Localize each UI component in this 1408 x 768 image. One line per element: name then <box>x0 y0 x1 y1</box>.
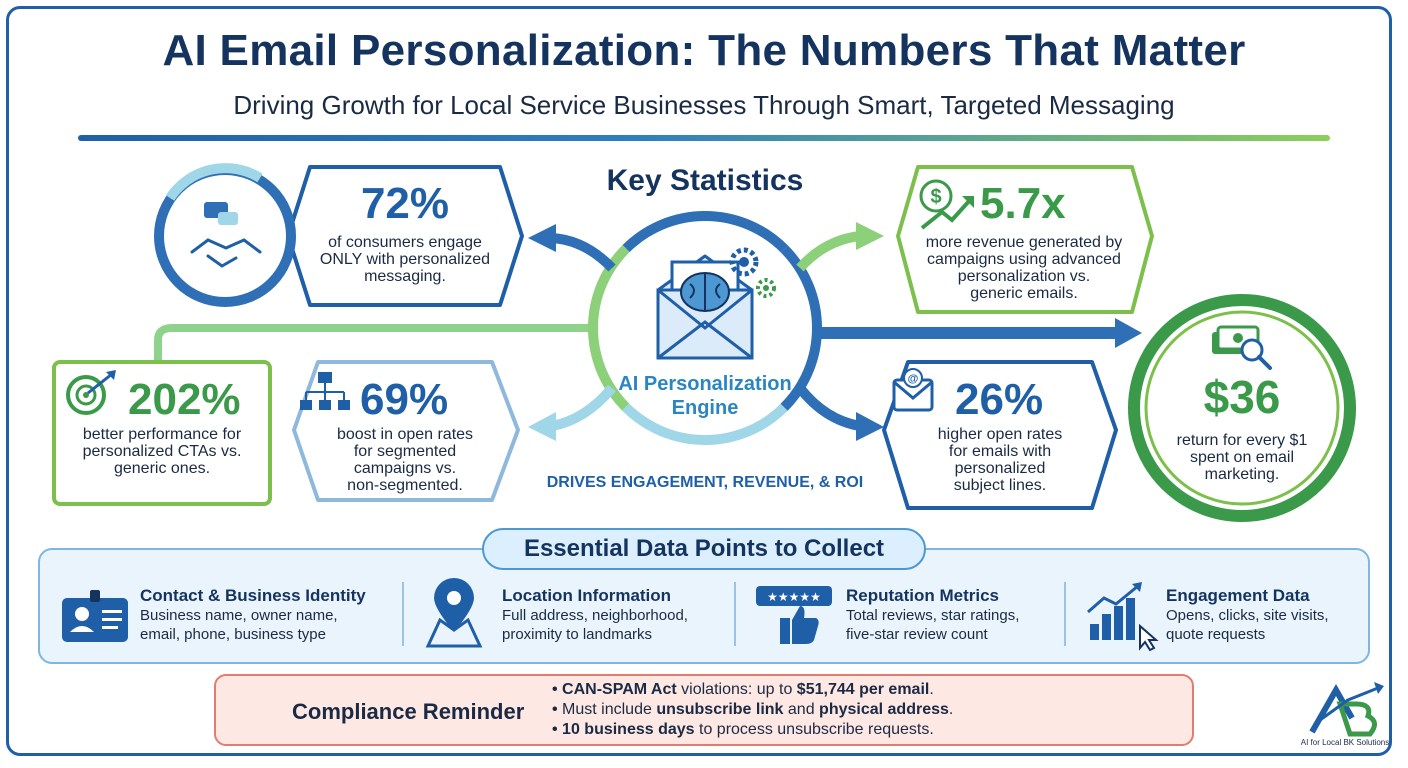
stat-69-value: 69% <box>360 375 449 424</box>
stat-57x-value-wrap: 5.7x <box>980 182 1130 226</box>
stat-72-block: 72% of consumers engage ONLY with person… <box>300 179 510 286</box>
data-divider-1 <box>402 582 404 646</box>
header-divider <box>78 135 1330 141</box>
data-point-location: Location Information Full address, neigh… <box>502 586 688 643</box>
stat-69-desc: boost in open rates for segmented campai… <box>336 426 474 494</box>
id-card-icon <box>62 590 128 642</box>
rating-stars: ★★★★★ <box>767 590 821 604</box>
svg-text:@: @ <box>908 373 919 385</box>
stat-26-value-wrap: 26% <box>955 378 1085 422</box>
thumbs-up-stars-icon: ★★★★★ <box>756 586 832 644</box>
data-point-contact: Contact & Business Identity Business nam… <box>140 586 366 643</box>
stat-72-desc: of consumers engage ONLY with personaliz… <box>319 234 491 285</box>
logo-caption: AI for Local BK Solutions <box>1300 738 1390 747</box>
stat-26-value: 26% <box>955 375 1044 424</box>
data-point-reputation: Reputation Metrics Total reviews, star r… <box>846 586 1020 643</box>
stat-36-value: $36 <box>1203 371 1281 423</box>
compliance-title: Compliance Reminder <box>292 699 525 724</box>
stat-36-block: $36 return for every $1 spent on email m… <box>1162 374 1322 483</box>
stat-202-value: 202% <box>128 375 241 424</box>
stat-202-desc: better performance for personalized CTAs… <box>82 426 242 477</box>
data-divider-2 <box>734 582 736 646</box>
stat-36-desc: return for every $1 spent on email marke… <box>1176 432 1308 483</box>
svg-text:$: $ <box>930 186 941 208</box>
page-subtitle: Driving Growth for Local Service Busines… <box>233 90 1175 120</box>
key-statistics-title: Key Statistics <box>606 164 804 197</box>
bar-chart-cursor-icon <box>1087 582 1159 652</box>
data-divider-3 <box>1064 582 1066 646</box>
engine-label: AI Personalization Engine <box>618 373 792 419</box>
data-point-engagement: Engagement Data Opens, clicks, site visi… <box>1166 586 1329 643</box>
page-title: AI Email Personalization: The Numbers Th… <box>162 26 1246 75</box>
stat-72-value: 72% <box>360 179 450 228</box>
stat-57x-desc: more revenue generated by campaigns usin… <box>925 234 1123 302</box>
compliance-item-3: 10 business days to process unsubscribe … <box>552 720 953 740</box>
compliance-item-1: CAN-SPAM Act violations: up to $51,744 p… <box>552 680 953 700</box>
compliance-list: CAN-SPAM Act violations: up to $51,744 p… <box>552 680 953 740</box>
data-points-title: Essential Data Points to Collect <box>482 528 926 570</box>
stat-202-value-wrap: 202% <box>128 378 268 422</box>
stat-69-value-wrap: 69% <box>360 378 490 422</box>
stat-26-desc: higher open rates for emails with person… <box>937 426 1063 494</box>
brand-logo <box>1309 682 1384 737</box>
compliance-item-2: Must include unsubscribe link and physic… <box>552 700 953 720</box>
engine-tagline: DRIVES ENGAGEMENT, REVENUE, & ROI <box>546 474 864 491</box>
map-pin-icon <box>425 578 483 648</box>
stat-57x-value: 5.7x <box>980 179 1066 228</box>
